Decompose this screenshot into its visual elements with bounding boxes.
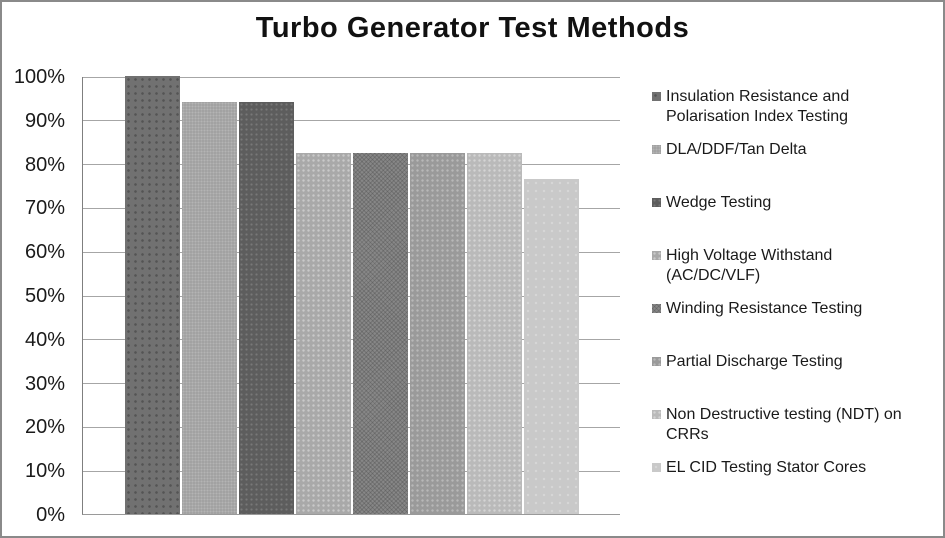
y-tick-label: 40%: [24, 328, 65, 351]
gridline: [83, 76, 620, 78]
chart-title: Turbo Generator Test Methods: [255, 12, 690, 44]
gridline: [83, 470, 620, 472]
legend-label: Winding Resistance Testing: [666, 300, 863, 317]
gridline: [83, 120, 620, 122]
y-tick-label: 20%: [24, 416, 65, 439]
y-tick-label: 60%: [24, 241, 65, 264]
legend-swatch-icon: [652, 251, 661, 260]
y-tick-label: 70%: [24, 197, 65, 220]
legend-item: DLA/DDF/Tan Delta: [652, 140, 914, 193]
y-axis: 0% 10% 20% 30% 40% 50% 60% 70% 80% 90% 100%: [2, 2, 65, 536]
legend-label: EL CID Testing Stator Cores: [666, 459, 867, 476]
bar-4: [296, 153, 351, 514]
legend-swatch-icon: [652, 463, 661, 472]
gridline: [83, 164, 620, 166]
legend-label: DLA/DDF/Tan Delta: [666, 141, 807, 158]
bar-7: [467, 153, 522, 514]
legend-swatch-icon: [652, 198, 661, 207]
legend-item: Insulation Resistance and Polarisation I…: [652, 87, 914, 140]
gridline: [83, 426, 620, 428]
bar-8: [524, 178, 579, 514]
plot-area: [82, 76, 620, 515]
legend-item: High Voltage Withstand (AC/DC/VLF): [652, 246, 914, 299]
legend-swatch-icon: [652, 145, 661, 154]
legend-swatch-icon: [652, 304, 661, 313]
y-tick-label: 0%: [36, 504, 65, 526]
gridline: [83, 339, 620, 341]
legend-label: Partial Discharge Testing: [666, 353, 843, 370]
y-tick-label: 100%: [13, 66, 65, 88]
gridline: [83, 251, 620, 253]
bar-2: [182, 101, 237, 514]
y-tick-label: 30%: [24, 372, 65, 395]
legend-item: Non Destructive testing (NDT) on CRRs: [652, 405, 914, 458]
legend-swatch-icon: [652, 410, 661, 419]
y-tick-label: 80%: [24, 153, 65, 176]
bar-5: [353, 153, 408, 514]
bar-3: [239, 101, 294, 514]
legend-label: Non Destructive testing (NDT) on CRRs: [666, 406, 902, 443]
legend-label: Insulation Resistance and Polarisation I…: [666, 88, 850, 125]
legend-label: Wedge Testing: [666, 194, 772, 211]
legend: Insulation Resistance and Polarisation I…: [652, 87, 914, 511]
legend-item: Winding Resistance Testing: [652, 299, 914, 352]
bar-6: [410, 153, 465, 514]
y-tick-label: 10%: [24, 460, 65, 483]
gridline: [83, 383, 620, 385]
legend-item: EL CID Testing Stator Cores: [652, 458, 914, 511]
legend-item: Partial Discharge Testing: [652, 352, 914, 405]
y-tick-label: 50%: [24, 285, 65, 307]
legend-swatch-icon: [652, 357, 661, 366]
legend-swatch-icon: [652, 92, 661, 101]
legend-item: Wedge Testing: [652, 193, 914, 246]
gridline: [83, 207, 620, 209]
y-tick-label: 90%: [24, 109, 65, 132]
legend-label: High Voltage Withstand (AC/DC/VLF): [666, 247, 833, 284]
bar-1: [125, 76, 180, 514]
gridline: [83, 295, 620, 297]
